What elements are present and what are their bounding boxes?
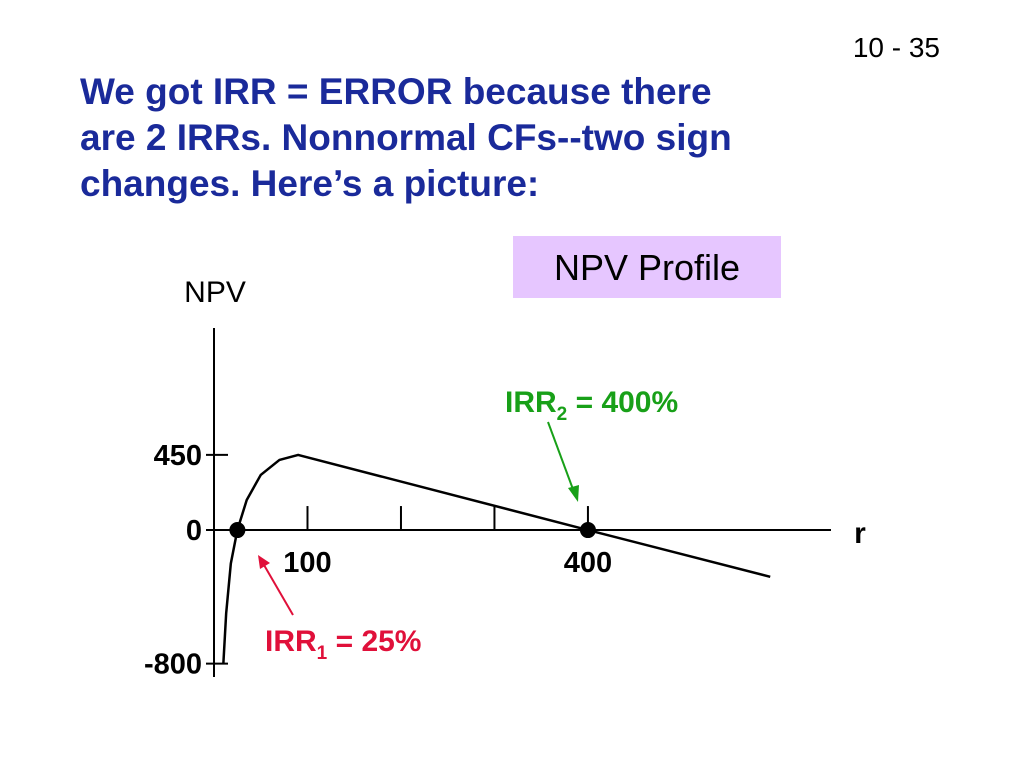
x-tick-label: 100: [283, 547, 331, 579]
y-label: NPV: [184, 276, 246, 309]
annotation-part: IRR: [265, 625, 317, 658]
irr-point: [579, 522, 596, 539]
annotation-part: 1: [317, 643, 328, 664]
arrowhead: [568, 485, 579, 502]
irr-annotation: IRR1 = 25%: [265, 625, 421, 664]
x-label: r: [854, 517, 866, 550]
irr-annotation: IRR2 = 400%: [505, 386, 678, 425]
y-tick-label: 450: [154, 440, 202, 472]
x-tick-label: 400: [564, 547, 612, 579]
annotation-part: = 25%: [327, 625, 421, 658]
y-tick-label: 0: [186, 515, 202, 547]
annotation-part: 2: [557, 404, 568, 425]
irr-point: [229, 522, 246, 539]
title-box: [513, 236, 781, 298]
arrow: [263, 564, 294, 616]
title-line: are 2 IRRs. Nonnormal CFs--two sign: [80, 117, 732, 158]
npv-curve: [222, 453, 771, 664]
y-tick-label: -800: [144, 649, 202, 681]
title-line: We got IRR = ERROR because there: [80, 71, 712, 112]
slide-number: 10 - 35: [853, 32, 940, 63]
annotation-part: = 400%: [567, 386, 678, 419]
arrow: [547, 421, 575, 493]
chart-title: NPV Profile: [554, 247, 740, 288]
annotation-part: IRR: [505, 386, 557, 419]
title-line: changes. Here’s a picture:: [80, 163, 539, 204]
arrowhead: [258, 555, 270, 569]
